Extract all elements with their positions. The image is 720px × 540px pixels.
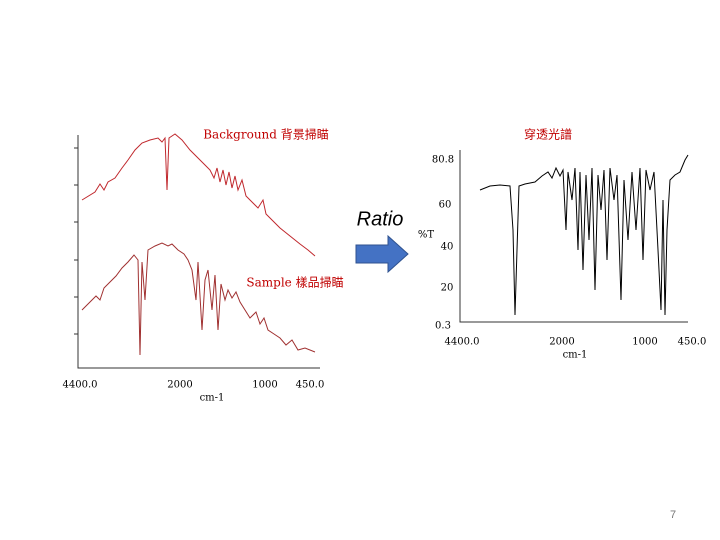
sample-label: Sample 樣品掃瞄 (246, 275, 343, 290)
y-label: 60 (439, 200, 452, 211)
page-number: 7 (670, 509, 676, 521)
x-label: 4400.0 (445, 337, 480, 348)
x-label: 1000 (252, 380, 277, 391)
x-unit: cm-1 (563, 350, 588, 361)
y-label: 80.8 (432, 155, 454, 166)
ratio-label: Ratio (357, 208, 404, 230)
x-label: 4400.0 (63, 380, 98, 391)
y-label: 0.3 (435, 321, 451, 332)
transmission-spectrum (479, 154, 689, 316)
x-label: 1000 (632, 337, 657, 348)
arrow (355, 234, 409, 274)
left-axes (74, 135, 320, 369)
x-label: 2000 (549, 337, 574, 348)
x-unit: cm-1 (200, 393, 225, 404)
x-label: 450.0 (296, 380, 325, 391)
x-label: 450.0 (678, 337, 707, 348)
background-spectrum (81, 133, 316, 257)
right-axes (459, 150, 688, 323)
y-label: 40 (441, 242, 454, 253)
right-title: 穿透光譜 (524, 127, 572, 142)
y-unit: %T (418, 230, 435, 241)
sample-spectrum (81, 242, 316, 356)
x-label: 2000 (167, 380, 192, 391)
background-label: Background 背景掃瞄 (203, 127, 329, 142)
y-label: 20 (441, 283, 454, 294)
